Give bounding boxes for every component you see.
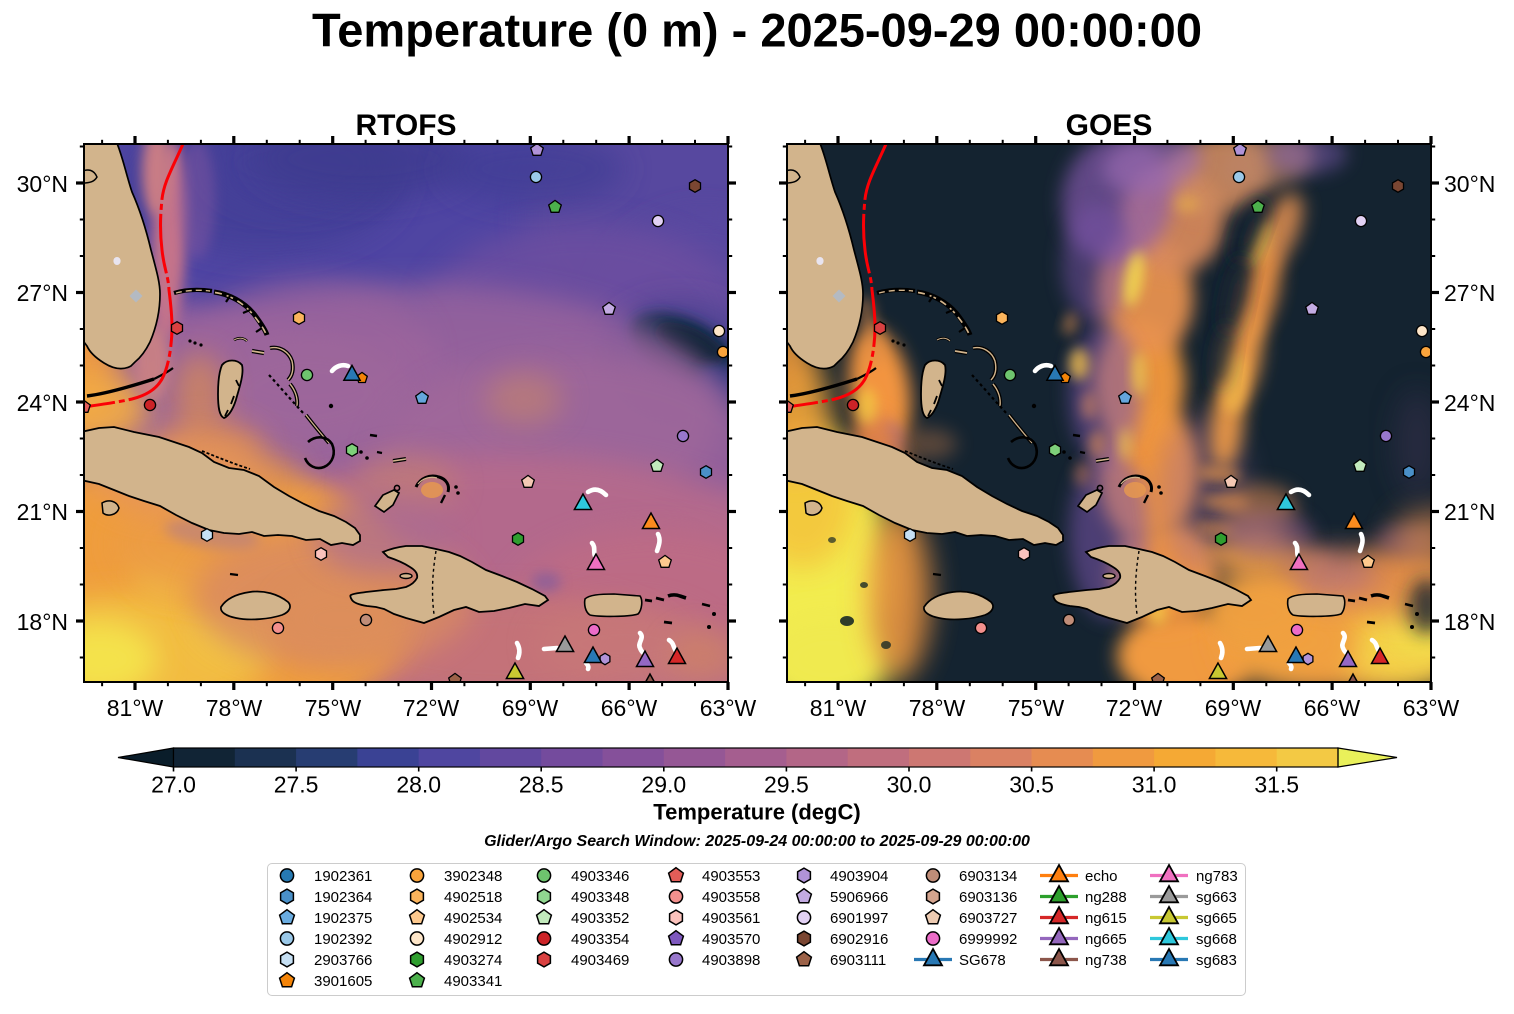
svg-text:29.0: 29.0 [641, 772, 686, 798]
svg-text:24°N: 24°N [1444, 390, 1495, 416]
svg-text:28.0: 28.0 [396, 772, 441, 798]
svg-text:72°W: 72°W [403, 695, 460, 721]
svg-text:81°W: 81°W [810, 695, 867, 721]
svg-text:66°W: 66°W [1304, 695, 1361, 721]
svg-text:66°W: 66°W [601, 695, 658, 721]
svg-text:28.5: 28.5 [519, 772, 564, 798]
svg-text:18°N: 18°N [17, 609, 68, 635]
svg-text:75°W: 75°W [305, 695, 362, 721]
svg-text:63°W: 63°W [700, 695, 757, 721]
svg-text:30.0: 30.0 [887, 772, 932, 798]
svg-text:30°N: 30°N [1444, 171, 1495, 197]
svg-text:78°W: 78°W [206, 695, 263, 721]
svg-text:69°W: 69°W [1205, 695, 1262, 721]
svg-text:RTOFS: RTOFS [355, 109, 456, 142]
svg-text:Glider/Argo Search Window: 202: Glider/Argo Search Window: 2025-09-24 00… [484, 833, 1030, 850]
svg-text:27°N: 27°N [17, 280, 68, 306]
svg-text:Temperature (0 m) - 2025-09-29: Temperature (0 m) - 2025-09-29 00:00:00 [312, 4, 1202, 57]
svg-text:31.5: 31.5 [1254, 772, 1299, 798]
svg-text:29.5: 29.5 [764, 772, 809, 798]
svg-text:GOES: GOES [1066, 109, 1153, 142]
svg-text:69°W: 69°W [502, 695, 559, 721]
svg-text:Temperature (degC): Temperature (degC) [653, 800, 860, 825]
svg-text:81°W: 81°W [107, 695, 164, 721]
svg-text:72°W: 72°W [1106, 695, 1163, 721]
svg-text:21°N: 21°N [1444, 499, 1495, 525]
svg-text:27°N: 27°N [1444, 280, 1495, 306]
svg-text:18°N: 18°N [1444, 609, 1495, 635]
svg-text:31.0: 31.0 [1132, 772, 1177, 798]
svg-text:27.5: 27.5 [274, 772, 319, 798]
svg-text:78°W: 78°W [909, 695, 966, 721]
svg-text:24°N: 24°N [17, 390, 68, 416]
svg-text:75°W: 75°W [1008, 695, 1065, 721]
svg-text:30°N: 30°N [17, 171, 68, 197]
svg-text:27.0: 27.0 [151, 772, 196, 798]
svg-text:21°N: 21°N [17, 499, 68, 525]
svg-text:30.5: 30.5 [1009, 772, 1054, 798]
svg-text:63°W: 63°W [1403, 695, 1460, 721]
